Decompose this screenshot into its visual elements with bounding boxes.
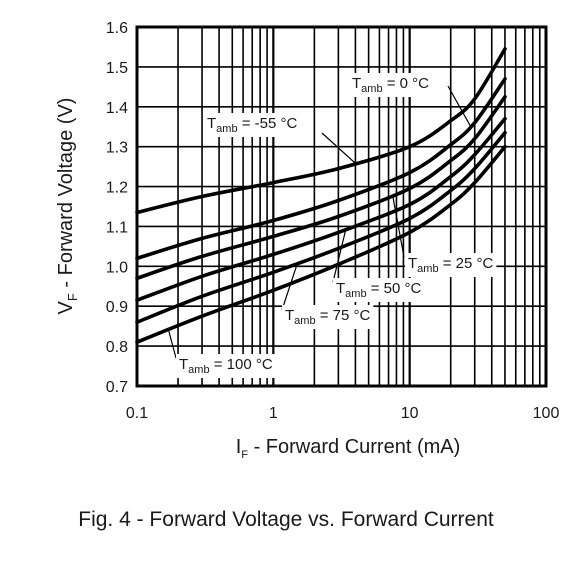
series-label-bg-1 bbox=[349, 73, 433, 97]
x-tick-label: 100 bbox=[533, 405, 560, 422]
series-curve-0 bbox=[135, 47, 507, 215]
series-curve-2 bbox=[135, 95, 507, 281]
forward-voltage-chart: 0.1 1 10 100 0.7 0.8 0.9 1.0 1.1 1.2 1.3 1.4 1.5 1.6… bbox=[55, 20, 560, 461]
leader-line-4 bbox=[281, 263, 298, 311]
x-tick-label: 10 bbox=[401, 405, 419, 422]
y-tick-label: 1.3 bbox=[106, 140, 128, 157]
leader-line-0 bbox=[321, 132, 356, 164]
y-tick-label: 1.1 bbox=[106, 219, 128, 236]
series-label-bg-5 bbox=[176, 354, 276, 378]
x-axis-title: IF - Forward Current (mA) bbox=[236, 436, 461, 461]
leader-line-3 bbox=[332, 229, 347, 283]
x-tick-labels: 0.1 1 10 100 bbox=[126, 405, 560, 422]
series-label-bg-4 bbox=[282, 305, 374, 329]
y-tick-label: 0.9 bbox=[106, 299, 128, 316]
series-label-3: Tamb = 50 °C bbox=[336, 280, 422, 300]
y-tick-label: 1.6 bbox=[106, 20, 128, 37]
y-tick-label: 1.5 bbox=[106, 60, 128, 77]
leader-line-1 bbox=[447, 85, 472, 127]
x-tick-label: 1 bbox=[269, 405, 278, 422]
series-curve-1 bbox=[135, 77, 507, 261]
series-label-4: Tamb = 75 °C bbox=[285, 307, 371, 327]
series-labels: Tamb = -55 °C Tamb = 0 °C Tamb = 25 °C Tamb… bbox=[176, 73, 497, 378]
series-curve-4 bbox=[135, 130, 507, 324]
y-tick-label: 1.2 bbox=[106, 180, 128, 197]
series-label-0: Tamb = -55 °C bbox=[207, 115, 298, 135]
y-tick-label: 1.4 bbox=[106, 100, 128, 117]
y-tick-label: 1.0 bbox=[106, 259, 128, 276]
series-curves bbox=[135, 47, 507, 344]
y-tick-label: 0.8 bbox=[106, 339, 128, 356]
y-tick-label: 0.7 bbox=[106, 379, 128, 396]
series-label-5: Tamb = 100 °C bbox=[179, 356, 273, 376]
series-label-bg-2 bbox=[405, 253, 497, 277]
leader-line-2 bbox=[392, 195, 405, 258]
plot-frame bbox=[135, 25, 548, 388]
figure-caption: Fig. 4 - Forward Voltage vs. Forward Cur… bbox=[78, 508, 494, 531]
x-tick-label: 0.1 bbox=[126, 405, 148, 422]
series-curve-5 bbox=[135, 144, 507, 344]
y-tick-labels: 0.7 0.8 0.9 1.0 1.1 1.2 1.3 1.4 1.5 1.6 bbox=[106, 20, 128, 396]
series-label-2: Tamb = 25 °C bbox=[408, 255, 494, 275]
series-label-bg-0 bbox=[204, 113, 301, 137]
series-label-1: Tamb = 0 °C bbox=[352, 75, 429, 95]
y-axis-title: VF - Forward Voltage (V) bbox=[55, 98, 80, 315]
series-label-bg-3 bbox=[333, 278, 425, 302]
label-leader-lines bbox=[167, 85, 472, 359]
leader-line-5 bbox=[167, 329, 177, 359]
series-curve-3 bbox=[135, 116, 507, 302]
